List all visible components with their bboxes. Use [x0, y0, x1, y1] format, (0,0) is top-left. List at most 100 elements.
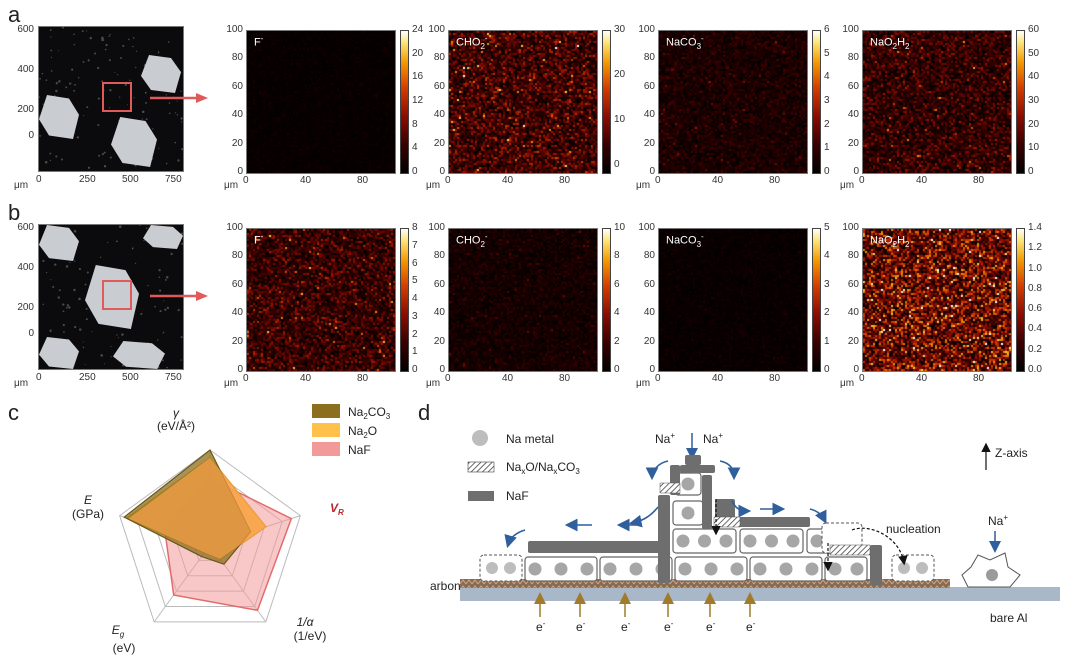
colorbar-tick: 6: [412, 257, 418, 269]
legend-naf-label: NaF: [506, 489, 529, 503]
na-atom: [678, 562, 692, 576]
diffusion-arrow: [628, 506, 659, 528]
colorbar-tick: 8: [412, 118, 418, 130]
map-ytick: 0: [853, 166, 859, 177]
colorbar-tick: 7: [412, 239, 418, 251]
z-axis-label: Z-axis: [995, 446, 1028, 460]
axis-gamma-unit: (eV/Å²): [157, 418, 195, 433]
map-xtick: 80: [357, 175, 369, 186]
legend-naf-icon: [468, 491, 494, 501]
map-ytick: 80: [231, 52, 243, 64]
radar-grid-ring: [119, 449, 301, 623]
na-atom: [828, 562, 842, 576]
map-ytick: 100: [842, 24, 859, 35]
colorbar-tick: 3: [412, 310, 418, 322]
legend-swatch-na2co3: [312, 404, 340, 418]
naxo-layer: [829, 544, 871, 556]
colorbar-tick: 0: [614, 364, 620, 375]
map-ytick: 20: [231, 137, 243, 149]
map-xtick: 0: [243, 175, 249, 186]
panel-label-d: d: [418, 400, 431, 425]
colorbar-tick: 8: [412, 222, 418, 233]
nucleation-label: nucleation: [886, 522, 941, 536]
map-ytick: 20: [847, 137, 859, 149]
map-unit: μm: [840, 180, 855, 191]
colorbar-tick: 10: [614, 113, 626, 125]
colorbar-tick: 0: [824, 166, 830, 177]
tof-sims-map-b-0: [246, 228, 396, 372]
colorbar-tick: 0: [614, 158, 620, 170]
map-unit: μm: [636, 180, 651, 191]
legend-swatch-naf: [312, 442, 340, 456]
naxo-layer: [713, 516, 741, 528]
map-xtick: 0: [655, 175, 661, 186]
ion-label: CHO2-: [456, 232, 488, 249]
na-atom: [765, 534, 778, 548]
map-xtick: 0: [243, 373, 249, 384]
map-ytick: 40: [847, 109, 859, 121]
colorbar-tick: 8: [614, 250, 620, 262]
map-xtick: 0: [655, 373, 661, 384]
legend-swatch-na2o: [312, 423, 340, 437]
tof-sims-map-b-3: [862, 228, 1012, 372]
naf-layer: [658, 495, 670, 583]
colorbar-tick: 2: [824, 307, 830, 319]
crystal-4: [143, 225, 183, 249]
map-ytick: 100: [638, 24, 655, 35]
naf-layer: [685, 455, 701, 465]
colorbar: [602, 30, 611, 174]
colorbar-tick: 0: [412, 364, 418, 375]
na-deposit-structure: [479, 455, 935, 585]
axis-gamma: γ: [173, 406, 180, 420]
sem-xtick: 750: [165, 372, 182, 383]
ion-label: NaO2H2: [870, 234, 910, 249]
na-atom: [779, 562, 793, 576]
radar-chart: γ (eV/Å²) VR 1/α (1/eV) Eg (eV) E (GPa) …: [72, 404, 391, 655]
electron-label: e-: [536, 619, 546, 634]
map-ytick: 0: [439, 166, 445, 177]
map-xtick: 40: [300, 373, 312, 384]
map-ytick: 80: [643, 250, 655, 262]
crystal-3: [113, 341, 165, 369]
colorbar-tick: 6: [824, 24, 830, 35]
map-xtick: 40: [712, 373, 724, 384]
ion-label: F-: [254, 232, 264, 247]
na-atom: [704, 562, 718, 576]
electron-label: e-: [746, 619, 756, 634]
tof-sims-map-a-3: [862, 30, 1012, 174]
colorbar-tick: 1: [824, 142, 830, 154]
tof-sims-map-a-2: [658, 30, 808, 174]
electron-label: e-: [621, 619, 631, 634]
map-ytick: 40: [231, 109, 243, 121]
na-atom: [719, 534, 733, 548]
colorbar-tick: 10: [614, 222, 626, 233]
crystal-2: [39, 337, 79, 369]
sem-xtick: 500: [122, 174, 139, 185]
map-ytick: 20: [847, 335, 859, 347]
carbon-label: carbon: [430, 579, 461, 593]
colorbar-tick: 16: [412, 71, 424, 83]
crystal-0: [39, 95, 79, 139]
colorbar-tick: 3: [824, 278, 830, 290]
sem-ytick: 0: [28, 328, 34, 339]
ion-label: F-: [254, 34, 264, 49]
colorbar-tick: 0.4: [1028, 323, 1042, 335]
colorbar: [400, 30, 409, 174]
colorbar-tick: 3: [824, 95, 830, 106]
colorbar-tick: 4: [824, 250, 830, 262]
na-atom: [504, 562, 516, 574]
colorbar: [812, 228, 821, 372]
map-ytick: 80: [847, 52, 859, 64]
electron-label: e-: [664, 619, 674, 634]
map-ytick: 60: [847, 278, 859, 290]
na2o-overlay-polygon: [128, 457, 267, 559]
colorbar-tick: 5: [824, 47, 830, 59]
legend-naxo-icon: [467, 461, 495, 473]
map-xtick: 80: [559, 175, 571, 186]
map-ytick: 0: [649, 166, 655, 177]
ion-label: CHO2-: [456, 34, 488, 51]
ion-label: NaCO3-: [666, 34, 704, 51]
colorbar-tick: 2: [614, 335, 620, 347]
axis-eg: Eg: [112, 623, 125, 639]
map-ytick: 40: [433, 109, 445, 121]
